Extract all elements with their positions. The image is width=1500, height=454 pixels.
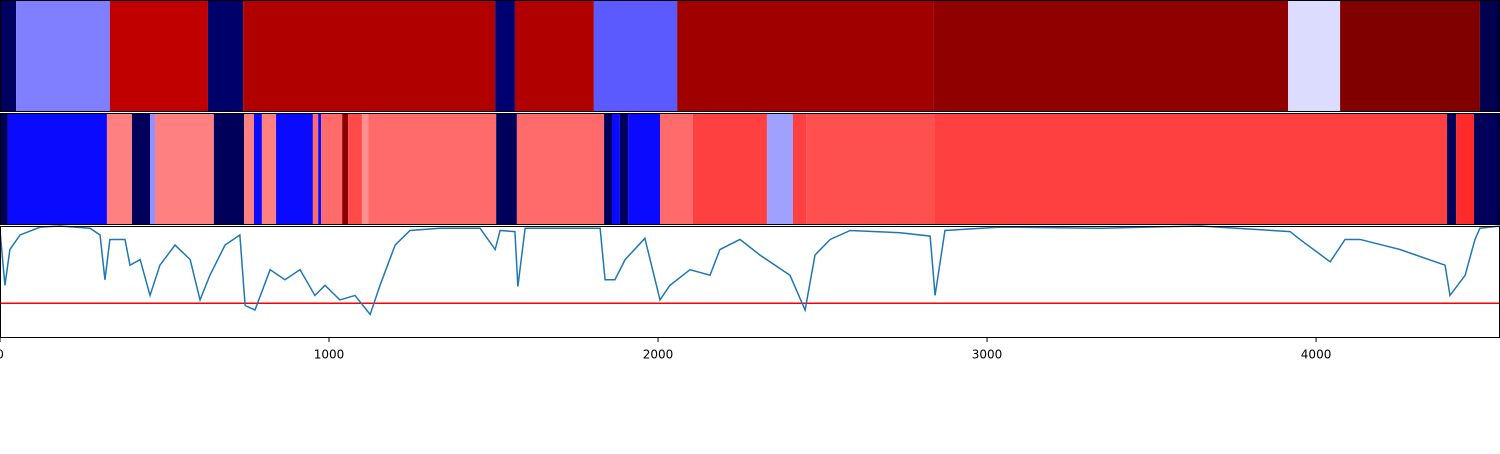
segment [109,0,208,112]
segment [312,113,319,225]
segment [150,113,155,225]
segment [1447,113,1457,225]
segment [261,113,277,225]
segment [1288,0,1341,112]
segment [495,0,515,112]
segment [16,0,110,112]
segment [254,113,262,225]
segment [619,113,629,225]
segment [361,113,369,225]
segment [368,113,497,225]
segment [7,113,107,225]
segment [213,113,245,225]
segment [933,0,1289,112]
segment [106,113,132,225]
x-tick-label: 3000 [972,348,1003,362]
segment [593,0,678,112]
segment [207,0,244,112]
segment [677,0,934,112]
segment [318,113,322,225]
segment [0,0,17,112]
segment [1340,0,1480,112]
segment [243,0,496,112]
segment [516,113,605,225]
segment [131,113,151,225]
segment [1479,0,1500,112]
segment [0,113,8,225]
segment [660,113,693,225]
segment [348,113,362,225]
segment [342,113,349,225]
segment [496,113,517,225]
segment [1456,113,1475,225]
axes-frame [0,226,1500,338]
segment [244,113,255,225]
segment [628,113,661,225]
segment [692,113,767,225]
segment [154,113,214,225]
segment [1474,113,1500,225]
x-tick-label: 2000 [643,348,674,362]
segment [766,113,793,225]
segment [604,113,612,225]
segment [321,113,343,225]
segment [276,113,313,225]
x-tick-label: 4000 [1301,348,1332,362]
segment [934,113,1448,225]
data-line [0,225,1500,317]
x-tick-label: 1000 [314,348,345,362]
segment [514,0,594,112]
x-tick-label: 0 [0,348,4,362]
segment [611,113,620,225]
segment [792,113,807,225]
segment [806,113,935,225]
